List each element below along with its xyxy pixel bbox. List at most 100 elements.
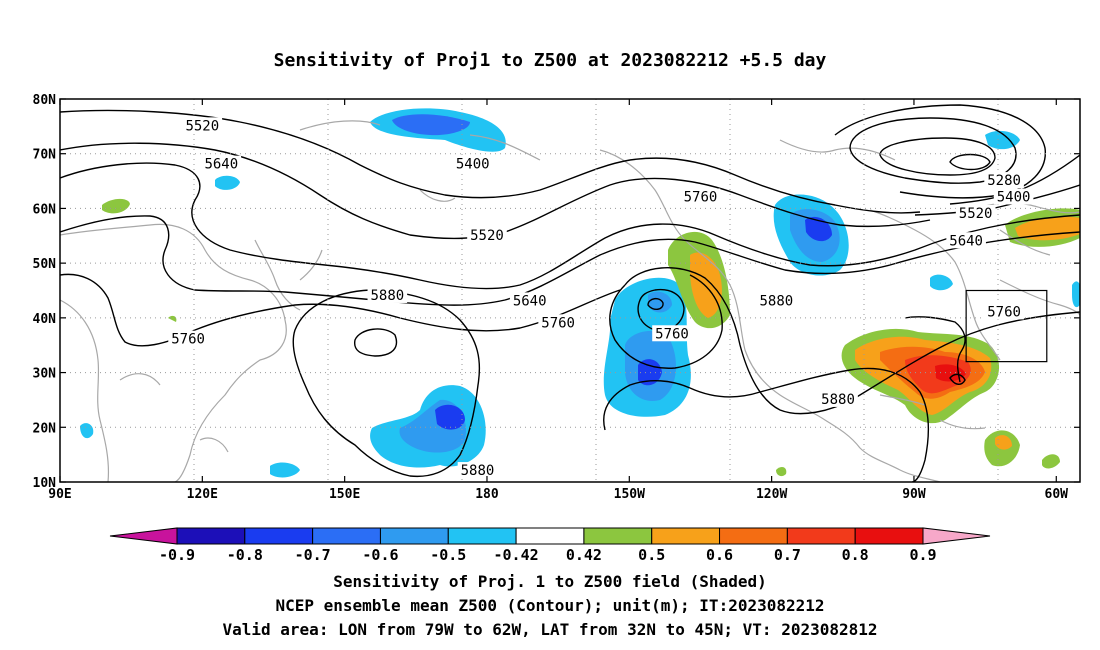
negative-region [805, 216, 832, 242]
colorbar-box [176, 527, 246, 545]
colorbar-box [312, 527, 381, 545]
colorbar-box [515, 527, 585, 545]
contour-label-bg [818, 390, 858, 407]
positive-region [995, 435, 1012, 450]
contour-label: 5880 [461, 463, 495, 479]
colorbar-label: 0.42 [566, 546, 602, 564]
longitude-label: 60W [1045, 487, 1069, 502]
contour-label-bg [680, 188, 721, 205]
negative-region [930, 274, 953, 291]
contour-label: 5520 [185, 118, 219, 134]
latitude-labels: 80N 70N 60N 50N 40N 30N 20N 10N [33, 93, 57, 491]
valid-area-box [965, 289, 1048, 363]
colorbar-label: -0.8 [227, 546, 263, 564]
negative-region [648, 291, 672, 313]
contour-label: 5640 [513, 293, 547, 309]
longitude-label: 120E [187, 487, 218, 502]
contour-label-bg [367, 286, 408, 303]
contour-label: 5520 [959, 206, 993, 222]
longitude-label: 150E [329, 487, 360, 502]
negative-region [215, 175, 240, 190]
colorbar-box [244, 527, 314, 545]
positive-region [102, 198, 130, 214]
contour-label-bg [984, 303, 1024, 320]
contour-label: 5760 [655, 326, 689, 342]
contour-label: 5640 [949, 233, 983, 249]
contour-label: 5400 [456, 157, 490, 173]
latitude-label: 60N [33, 202, 57, 217]
contour-label-bg [201, 155, 242, 172]
positive-region [1015, 216, 1080, 241]
negative-region [435, 404, 465, 430]
latitude-label: 30N [33, 367, 57, 382]
contour-label-bg [652, 325, 692, 342]
negative-region [270, 462, 300, 478]
longitude-label: 90E [48, 487, 71, 502]
negative-region [985, 130, 1020, 150]
colorbar-label: -0.42 [494, 546, 539, 564]
negative-region [80, 423, 94, 439]
latitude-label: 80N [33, 93, 57, 108]
colorbar-box [583, 527, 653, 545]
colorbar-box [854, 527, 924, 545]
contour-label-bg [538, 314, 578, 331]
contour-labels: 5520 5640 5400 5520 5640 5760 5880 5760 5760 5880… [168, 117, 1034, 479]
colorbar-label: -0.7 [295, 546, 331, 564]
contour-label: 5880 [821, 392, 855, 408]
contour-label-bg [452, 155, 493, 172]
latitude-label: 20N [33, 421, 57, 436]
contour-label-bg [457, 462, 498, 479]
positive-region [1042, 454, 1060, 469]
colorbar-boxes [109, 527, 991, 545]
contour-label: 5760 [171, 332, 205, 348]
contour-label-bg [993, 188, 1034, 205]
contour-label: 5760 [684, 189, 718, 205]
contour-label: 5880 [370, 288, 404, 304]
contour-label: 5880 [760, 293, 794, 309]
contour-label-bg [946, 232, 986, 249]
contour-label: 5760 [541, 315, 575, 331]
colorbar-label: 0.5 [638, 546, 665, 564]
contour-label: 5760 [987, 304, 1021, 320]
colorbar-box [379, 527, 449, 545]
contour-label-bg [168, 330, 208, 347]
longitude-label: 120W [756, 487, 787, 502]
contour-label: 5640 [204, 157, 238, 173]
contour-label-bg [182, 117, 223, 134]
caption-valid-area: Valid area: LON from 79W to 62W, LAT fro… [222, 620, 878, 639]
colorbar-label: -0.6 [362, 546, 398, 564]
positive-region [776, 466, 787, 477]
contour-label: 5520 [470, 228, 504, 244]
colorbar-label: -0.9 [159, 546, 195, 564]
contour-label: 5280 [987, 173, 1021, 189]
axis-ticks [59, 98, 1080, 483]
contour-label-bg [509, 292, 550, 309]
positive-region [690, 252, 722, 318]
longitude-label: 180 [475, 487, 499, 502]
colorbar-triangle-low [109, 527, 178, 545]
colorbar-label: 0.8 [842, 546, 869, 564]
contour-label-bg [467, 226, 507, 243]
colorbar-label: -0.5 [430, 546, 466, 564]
latitude-label: 70N [33, 148, 57, 163]
colorbar-labels: -0.9 -0.8 -0.7 -0.6 -0.5 -0.42 0.42 0.5 0.6 0.7 0.… [159, 546, 937, 564]
negative-region [392, 114, 470, 136]
coastlines [60, 120, 1080, 482]
colorbar-box [447, 527, 517, 545]
longitude-label: 150W [614, 487, 645, 502]
longitude-label: 90W [902, 487, 926, 502]
contour-label-bg [955, 204, 996, 221]
colorbar-box [651, 527, 721, 545]
colorbar-label: 0.9 [909, 546, 936, 564]
caption-contour: NCEP ensemble mean Z500 (Contour); unit(… [275, 596, 825, 615]
latitude-label: 10N [33, 476, 57, 491]
colorbar-box [719, 527, 788, 545]
map-title: Sensitivity of Proj1 to Z500 at 20230822… [273, 50, 827, 71]
colorbar-box [786, 527, 856, 545]
contour-label-bg [756, 292, 797, 309]
longitude-labels: 90E 120E 150E 180 150W 120W 90W 60W [48, 487, 1068, 502]
colorbar-label: 0.7 [774, 546, 801, 564]
map-frame [59, 98, 1081, 483]
